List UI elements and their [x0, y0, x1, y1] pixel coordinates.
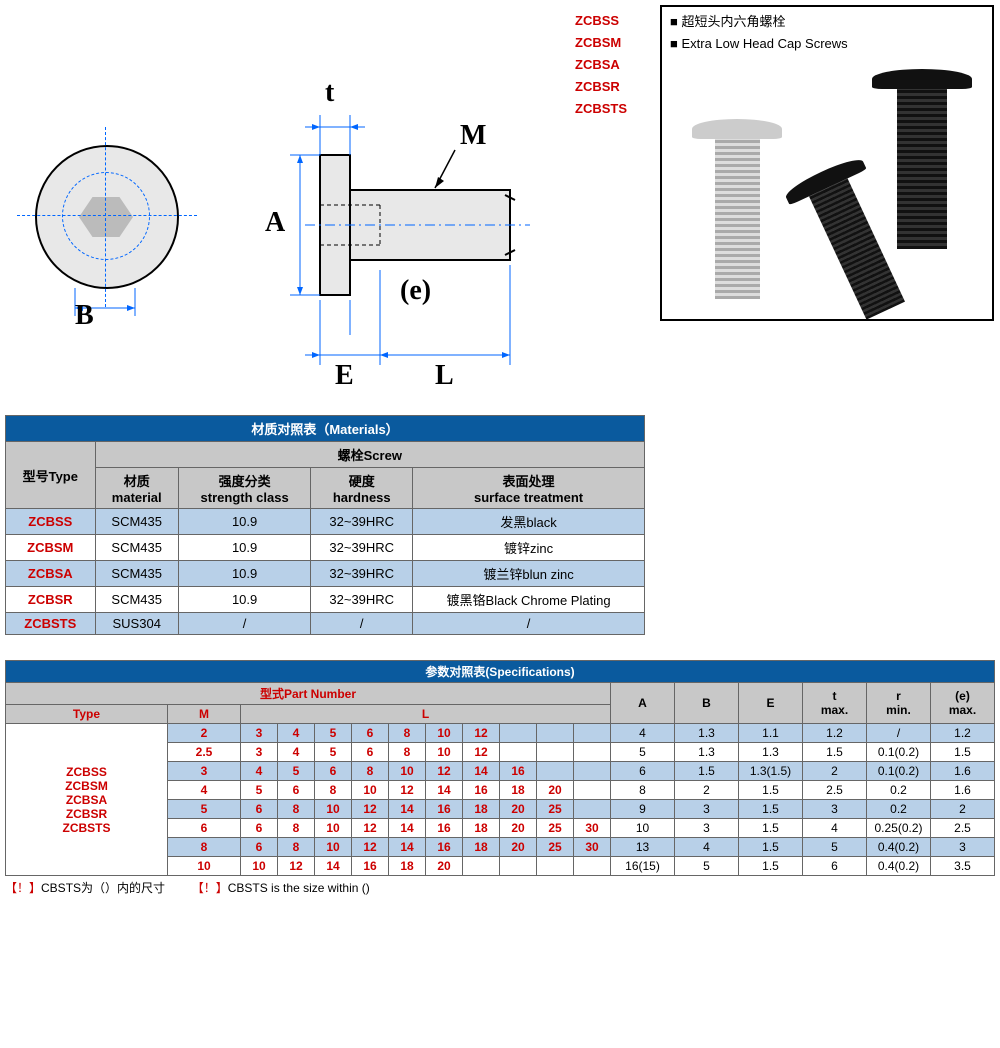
col-screw: 螺栓Screw	[95, 442, 644, 468]
materials-row: ZCBSA SCM435 10.9 32~39HRC 镀兰锌blun zinc	[6, 561, 645, 587]
materials-row: ZCBSM SCM435 10.9 32~39HRC 镀锌zinc	[6, 535, 645, 561]
product-code: ZCBSS	[575, 10, 627, 32]
materials-row: ZCBSR SCM435 10.9 32~39HRC 镀黑铬Black Chro…	[6, 587, 645, 613]
part-number-header: 型式Part Number	[6, 683, 611, 705]
materials-table: 材质对照表（Materials） 型号Type 螺栓Screw 材质 mater…	[5, 415, 645, 635]
footnotes: 【！】CBSTS为（）内的尺寸 【！】CBSTS is the size wit…	[5, 879, 995, 896]
dim-label-t: t	[325, 77, 334, 109]
dim-label-L: L	[435, 360, 454, 392]
col-M-label: M	[167, 705, 240, 724]
side-view: t M A (e) E L	[280, 105, 580, 388]
specs-table: 参数对照表(Specifications) 型式Part Number A B …	[5, 660, 995, 876]
dim-label-M: M	[460, 120, 486, 152]
col-L-label: L	[241, 705, 611, 724]
product-code: ZCBSA	[575, 54, 627, 76]
specs-title: 参数对照表(Specifications)	[6, 661, 995, 683]
top-view	[35, 145, 179, 289]
materials-row: ZCBSS SCM435 10.9 32~39HRC 发黑black	[6, 509, 645, 535]
dim-label-B: B	[75, 300, 94, 332]
specs-row: ZCBSS ZCBSM ZCBSA ZCBSR ZCBSTS2345681012…	[6, 724, 995, 743]
materials-title: 材质对照表（Materials）	[6, 416, 645, 442]
col-hardness: 硬度 hardness	[311, 468, 413, 509]
technical-diagram: B	[5, 5, 585, 385]
col-type: 型号Type	[6, 442, 96, 509]
product-code: ZCBSM	[575, 32, 627, 54]
col-material: 材质 material	[95, 468, 178, 509]
dim-label-e: (e)	[400, 275, 431, 307]
info-line-cn: ■ 超短头内六角螺栓	[670, 11, 984, 33]
product-codes: ZCBSSZCBSMZCBSAZCBSRZCBSTS	[575, 10, 627, 120]
col-strength: 强度分类 strength class	[178, 468, 311, 509]
info-line-en: ■ Extra Low Head Cap Screws	[670, 33, 984, 55]
product-code: ZCBSR	[575, 76, 627, 98]
col-surface: 表面处理 surface treatment	[413, 468, 645, 509]
product-info-box: ■ 超短头内六角螺栓 ■ Extra Low Head Cap Screws	[660, 5, 994, 321]
product-photo	[662, 59, 992, 319]
materials-row: ZCBSTS SUS304 / / /	[6, 613, 645, 635]
dim-label-A: A	[265, 207, 285, 239]
dim-label-E: E	[335, 360, 354, 392]
product-code: ZCBSTS	[575, 98, 627, 120]
col-type-label: Type	[6, 705, 168, 724]
